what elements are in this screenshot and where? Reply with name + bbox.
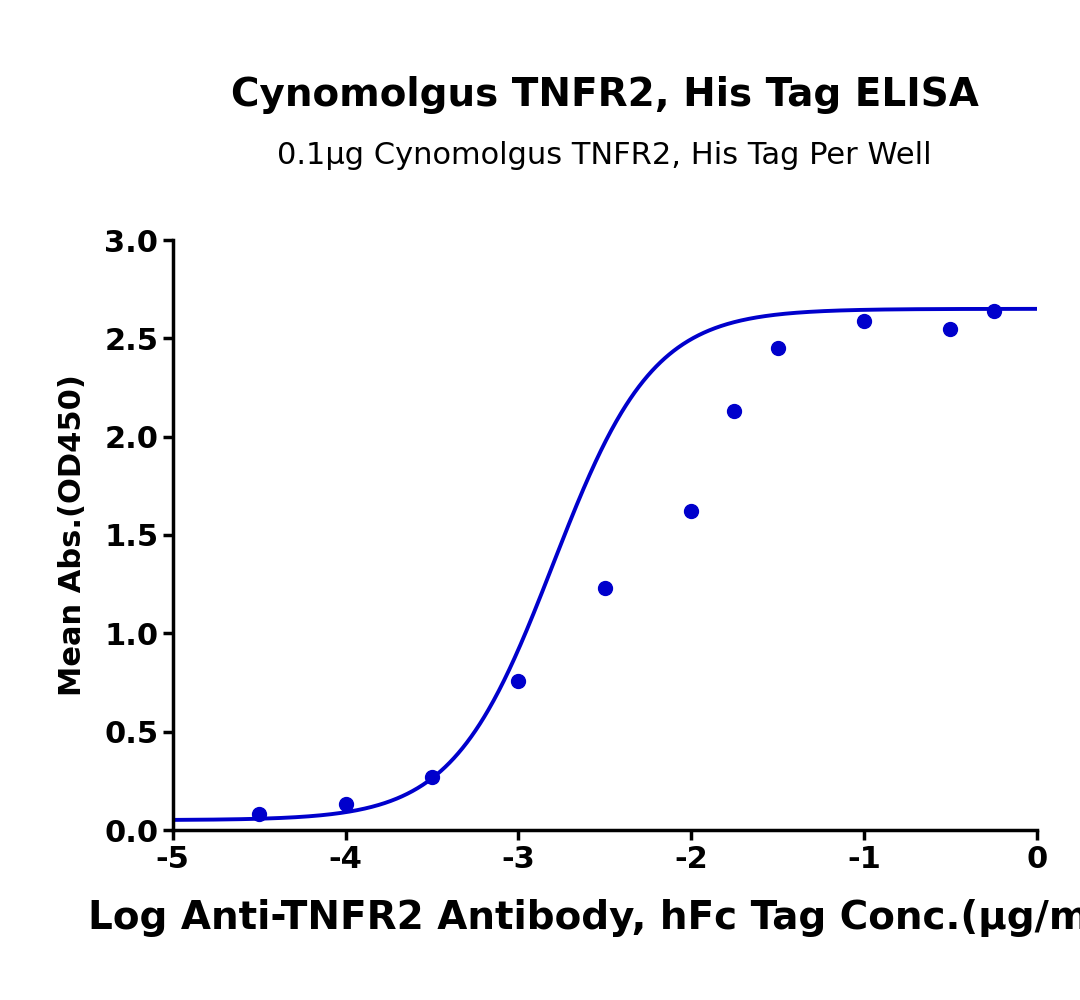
Point <box>596 580 613 596</box>
Point <box>726 403 743 419</box>
Text: Cynomolgus TNFR2, His Tag ELISA: Cynomolgus TNFR2, His Tag ELISA <box>231 76 978 114</box>
Point <box>683 503 700 519</box>
Point <box>985 303 1002 319</box>
Point <box>251 806 268 822</box>
Point <box>942 320 959 336</box>
Point <box>769 340 786 356</box>
Y-axis label: Mean Abs.(OD450): Mean Abs.(OD450) <box>58 374 87 696</box>
Point <box>423 769 441 785</box>
Text: 0.1μg Cynomolgus TNFR2, His Tag Per Well: 0.1μg Cynomolgus TNFR2, His Tag Per Well <box>278 140 932 169</box>
X-axis label: Log Anti-TNFR2 Antibody, hFc Tag Conc.(μg/ml): Log Anti-TNFR2 Antibody, hFc Tag Conc.(μ… <box>89 899 1080 937</box>
Point <box>510 673 527 689</box>
Point <box>337 796 354 812</box>
Point <box>855 313 873 329</box>
